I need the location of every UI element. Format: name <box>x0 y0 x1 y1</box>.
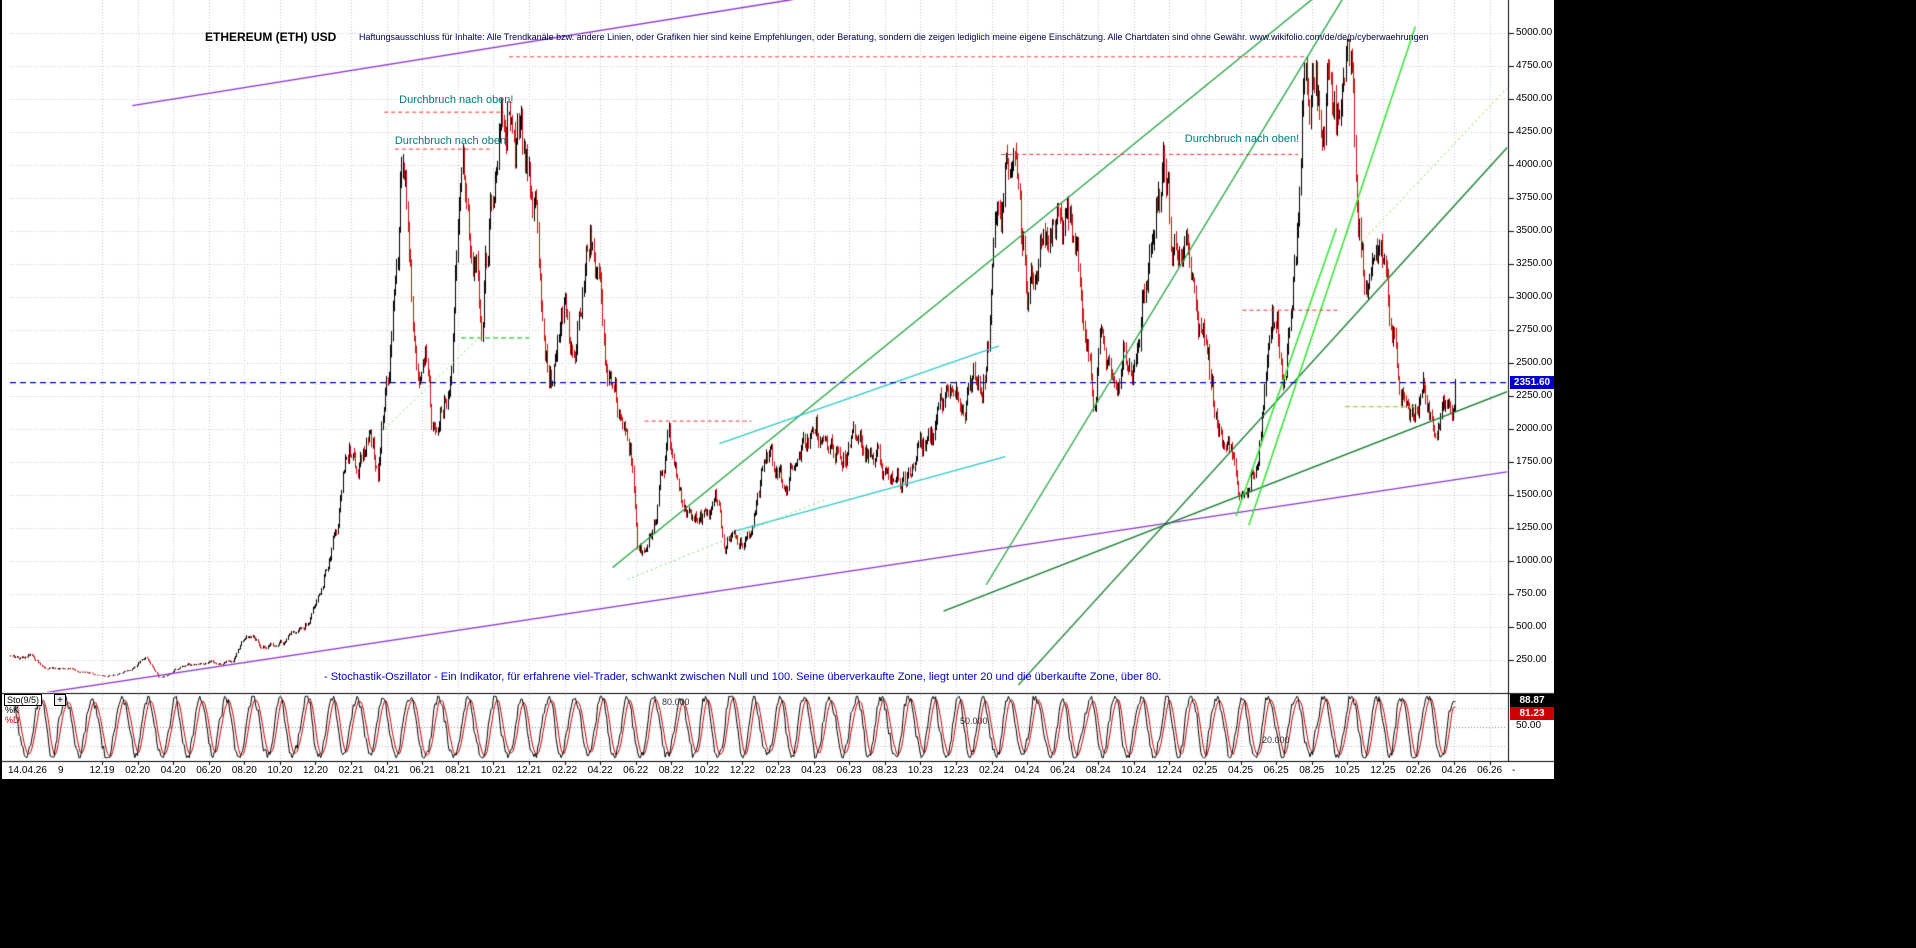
x-axis-label: 08.24 <box>1085 765 1111 776</box>
x-axis-label: 02.26 <box>1405 765 1431 776</box>
x-axis-label: 10.20 <box>267 765 293 776</box>
x-axis-label: 02.25 <box>1192 765 1218 776</box>
x-axis-label: 04.20 <box>160 765 186 776</box>
x-axis-label: 12.25 <box>1370 765 1396 776</box>
x-axis-label: 02.23 <box>765 765 791 776</box>
x-axis-label: 06.21 <box>409 765 435 776</box>
x-axis-label: 12.20 <box>302 765 328 776</box>
y-axis-label: 1750.00 <box>1516 456 1553 467</box>
x-axis-label: 04.21 <box>374 765 400 776</box>
oscillator-level-label: 80.000 <box>662 696 690 707</box>
x-axis-label: 12.19 <box>89 765 115 776</box>
oscillator-level-label: 20.000 <box>1262 735 1290 746</box>
breakout-annotation: Durchbruch nach oben! <box>394 134 510 147</box>
x-axis-label: 04.24 <box>1014 765 1040 776</box>
stochastic-note: - Stochastik-Oszillator - Ein Indikator,… <box>324 671 1162 683</box>
x-axis-label: 06.25 <box>1263 765 1289 776</box>
disclaimer-text: Haftungsausschluss für Inhalte: Alle Tre… <box>359 32 1429 42</box>
oscillator-level-label: 50.000 <box>960 716 988 726</box>
y-axis-label: 4500.00 <box>1516 93 1553 104</box>
x-axis-label: 06.23 <box>836 765 862 776</box>
x-axis-label: 06.22 <box>623 765 649 776</box>
x-axis-label: 04.22 <box>587 765 613 776</box>
y-axis-label: 2000.00 <box>1516 423 1553 434</box>
chart-surface: ETHEREUM (ETH) USD Haftungsausschluss fü… <box>2 0 1554 779</box>
x-axis-label: 10.23 <box>907 765 933 776</box>
x-axis-label: 12.22 <box>729 765 755 776</box>
y-axis-label: 3750.00 <box>1516 192 1553 203</box>
price-chart-canvas[interactable] <box>2 0 1554 779</box>
x-axis-label: 12.24 <box>1156 765 1182 776</box>
stochastic-k-legend: %K <box>5 705 20 715</box>
x-axis-label: - <box>1512 765 1516 776</box>
y-axis-label: 2250.00 <box>1516 390 1553 401</box>
x-axis-label: 10.22 <box>694 765 720 776</box>
breakout-annotation: Durchbruch nach oben! <box>1184 133 1300 146</box>
expand-indicator-icon[interactable]: + <box>54 694 66 706</box>
x-axis-label: 9 <box>58 765 64 776</box>
x-axis-label: 08.25 <box>1299 765 1325 776</box>
y-axis-label: 3500.00 <box>1516 225 1553 236</box>
stochastic-indicator-label[interactable]: Sto(9/5) <box>4 694 43 706</box>
x-axis-label: 10.24 <box>1121 765 1147 776</box>
x-axis-label: 02.22 <box>552 765 578 776</box>
y-axis-label: 4750.00 <box>1516 60 1553 71</box>
y-axis-label: 250.00 <box>1516 654 1547 665</box>
chart-title: ETHEREUM (ETH) USD <box>205 30 337 44</box>
x-axis-label: 04.23 <box>801 765 827 776</box>
x-axis-label: 08.22 <box>658 765 684 776</box>
y-axis-label: 2750.00 <box>1516 324 1553 335</box>
y-axis-label: 1500.00 <box>1516 489 1553 500</box>
x-axis-label: 10.21 <box>480 765 506 776</box>
current-price-badge: 2351.60 <box>1510 375 1554 389</box>
y-axis-label: 3250.00 <box>1516 258 1553 269</box>
x-axis-label: 02.24 <box>978 765 1005 776</box>
stochastic-d-legend: %D <box>5 715 20 725</box>
x-axis-label: 06.20 <box>196 765 222 776</box>
x-axis-label: 06.26 <box>1477 765 1503 776</box>
x-axis-label: 02.21 <box>338 765 364 776</box>
x-axis-label: 06.24 <box>1050 765 1076 776</box>
y-axis-label: 1250.00 <box>1516 522 1553 533</box>
x-axis-label: 04.26 <box>1441 765 1467 776</box>
y-axis-label: 3000.00 <box>1516 291 1553 302</box>
x-axis-label: 08.23 <box>872 765 898 776</box>
stochastic-mid-level-value: 50.00 <box>1516 720 1542 731</box>
y-axis-label: 1000.00 <box>1516 555 1553 566</box>
y-axis-label: 2500.00 <box>1516 357 1553 368</box>
x-axis-label: 08.20 <box>231 765 257 776</box>
x-axis-label: 12.21 <box>516 765 542 776</box>
breakout-annotation: Durchbruch nach oben! <box>399 94 514 107</box>
stochastic-k-value-badge: 88.87 <box>1510 694 1554 707</box>
x-axis-label: 08.21 <box>445 765 471 776</box>
x-axis-label: 02.20 <box>125 765 151 776</box>
y-axis-label: 4000.00 <box>1516 159 1553 170</box>
x-axis-label: 04.25 <box>1228 765 1254 776</box>
y-axis-label: 500.00 <box>1516 621 1547 632</box>
y-axis-label: 5000.00 <box>1516 27 1553 38</box>
x-axis-label: 10.25 <box>1334 765 1360 776</box>
x-axis-label: 14.04.26 <box>8 765 47 776</box>
y-axis-label: 4250.00 <box>1516 126 1553 137</box>
y-axis-label: 750.00 <box>1516 588 1547 599</box>
stochastic-d-value-badge: 81.23 <box>1510 707 1554 720</box>
x-axis-label: 12.23 <box>943 765 969 776</box>
